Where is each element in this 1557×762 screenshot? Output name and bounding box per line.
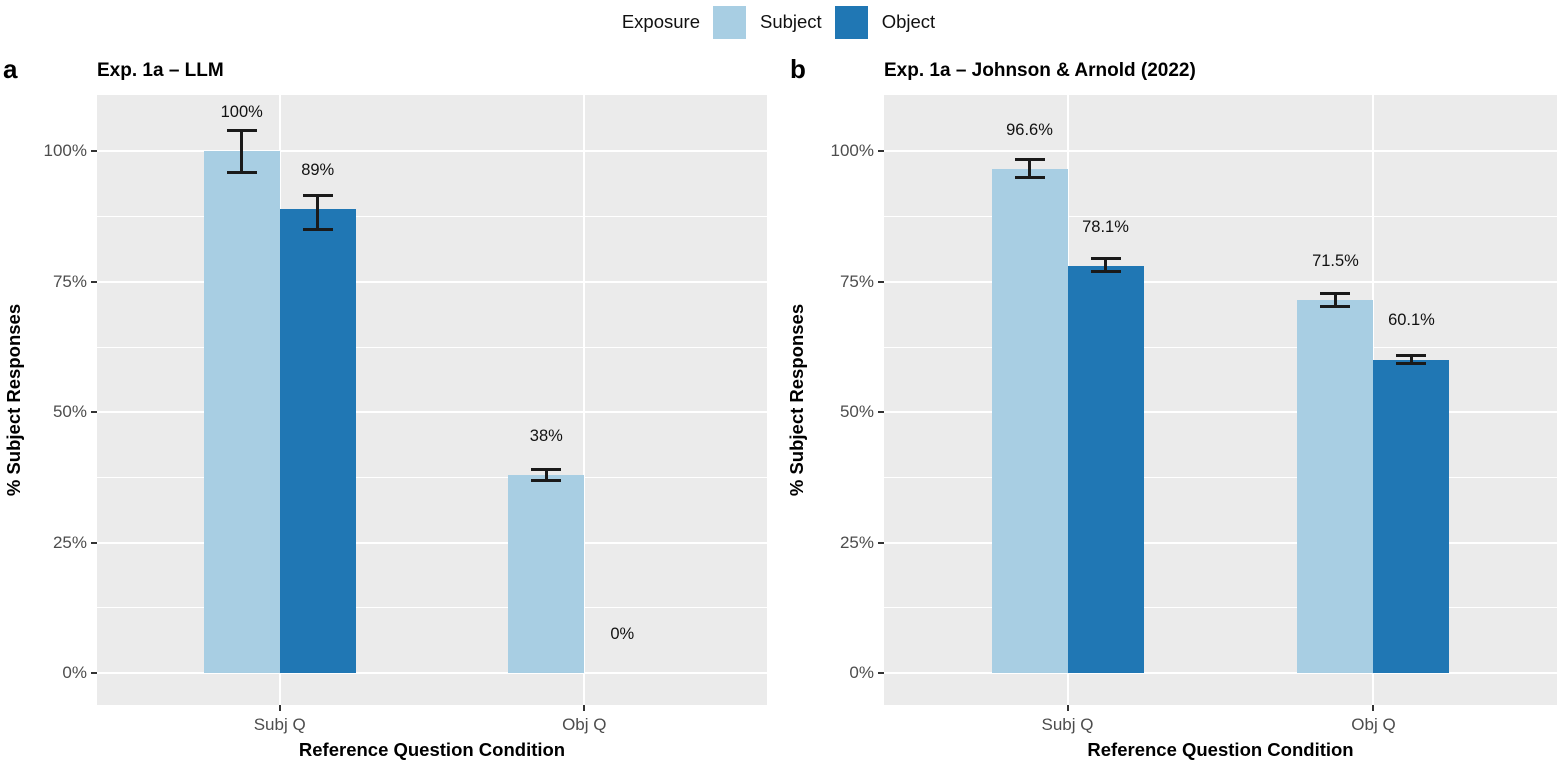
y-tick-mark	[878, 672, 884, 674]
error-bar-cap-bottom	[531, 479, 562, 483]
minor-gridline	[97, 476, 767, 478]
major-gridline	[97, 541, 767, 544]
minor-gridline	[884, 346, 1557, 348]
legend-title: Exposure	[621, 11, 700, 32]
error-bar-line	[316, 195, 320, 230]
bar-object	[1373, 359, 1450, 673]
subject-swatch-icon	[712, 5, 746, 39]
y-tick-mark	[878, 541, 884, 544]
y-tick-mark	[91, 541, 97, 544]
legend-label-object: Object	[881, 11, 936, 32]
value-label: 96.6%	[1006, 121, 1053, 139]
y-tick-label: 0%	[849, 663, 874, 682]
major-gridline	[97, 411, 767, 414]
major-gridline	[884, 541, 1557, 544]
major-gridline	[884, 150, 1557, 153]
minor-gridline	[884, 476, 1557, 478]
error-bar-cap-bottom	[1396, 361, 1427, 365]
bar-object	[279, 208, 356, 673]
major-gridline	[97, 672, 767, 674]
y-axis-title: % Subject Responses	[786, 303, 807, 497]
y-axis-title: % Subject Responses	[3, 303, 24, 497]
minor-gridline	[97, 607, 767, 609]
legend-item-subject: Subject	[712, 5, 822, 39]
y-tick-mark	[91, 411, 97, 414]
value-label: 60.1%	[1388, 311, 1435, 330]
y-tick-label: 50%	[52, 402, 87, 422]
y-tick-label: 75%	[52, 271, 87, 291]
error-bar-line	[1028, 159, 1032, 178]
major-gridline	[97, 280, 767, 283]
y-tick-label: 75%	[839, 271, 874, 291]
y-tick-label: 25%	[839, 532, 874, 552]
error-bar-cap-bottom	[1320, 304, 1351, 308]
x-tick-label: Obj Q	[562, 715, 607, 734]
error-bar-line	[544, 469, 548, 481]
y-tick-mark	[878, 150, 884, 153]
legend-item-object: Object	[834, 5, 936, 39]
panel-tag: a	[3, 54, 18, 84]
object-swatch-icon	[834, 5, 868, 39]
vertical-gridline	[583, 95, 586, 705]
minor-gridline	[97, 346, 767, 348]
major-gridline	[97, 150, 767, 153]
x-tick-label: Subj Q	[1041, 715, 1094, 734]
panel-tag: b	[790, 54, 806, 84]
value-label: 71.5%	[1312, 251, 1359, 270]
panel-title: Exp. 1a – Johnson & Arnold (2022)	[884, 60, 1196, 81]
y-tick-label: 50%	[839, 402, 874, 422]
error-bar-cap-bottom	[226, 170, 257, 174]
plot-area: 96.6% 71.5% 78.1% 60.1%	[884, 95, 1557, 705]
error-bar-line	[1104, 258, 1108, 272]
minor-gridline	[884, 216, 1557, 218]
error-bar-cap-bottom	[1014, 175, 1045, 179]
bar-subject	[203, 151, 280, 673]
y-tick-mark	[91, 672, 97, 674]
error-bar-cap-bottom	[302, 228, 333, 232]
bar-subject	[991, 169, 1068, 673]
value-label: 38%	[529, 426, 563, 445]
x-axis-title: Reference Question Condition	[298, 739, 566, 760]
value-label: 89%	[301, 160, 335, 179]
panel-b: b Exp. 1a – Johnson & Arnold (2022) % Su…	[778, 44, 1557, 762]
error-bar-line	[1333, 293, 1337, 307]
x-tick-mark	[1372, 705, 1375, 711]
major-gridline	[884, 411, 1557, 414]
y-tick-mark	[878, 280, 884, 283]
y-tick-label: 100%	[830, 141, 874, 161]
y-tick-mark	[91, 280, 97, 283]
error-bar-line	[1409, 355, 1413, 364]
value-label: 0%	[610, 624, 635, 643]
plot-area: 100% 38% 89% 0%	[97, 95, 767, 705]
panel-title: Exp. 1a – LLM	[97, 60, 224, 81]
x-tick-mark	[278, 705, 281, 711]
major-gridline	[884, 280, 1557, 283]
error-bar-line	[240, 130, 244, 173]
y-tick-mark	[878, 411, 884, 414]
bar-subject	[1297, 300, 1374, 673]
y-tick-label: 0%	[62, 663, 87, 682]
bar-object	[1067, 265, 1144, 673]
bar-subject	[508, 474, 585, 673]
y-tick-label: 100%	[43, 141, 87, 161]
legend-label-subject: Subject	[759, 11, 822, 32]
value-label: 78.1%	[1082, 217, 1129, 236]
major-gridline	[884, 672, 1557, 674]
x-tick-mark	[1066, 705, 1069, 711]
y-tick-label: 25%	[52, 532, 87, 552]
panel-a: a Exp. 1a – LLM % Subject Responses 100%…	[0, 44, 778, 762]
x-tick-label: Obj Q	[1351, 715, 1396, 734]
x-tick-label: Subj Q	[253, 715, 306, 734]
error-bar-cap-bottom	[1090, 270, 1121, 274]
x-axis-title: Reference Question Condition	[1087, 739, 1354, 760]
legend: Exposure Subject Object	[0, 0, 1557, 44]
minor-gridline	[97, 216, 767, 218]
x-tick-mark	[583, 705, 586, 711]
y-tick-mark	[91, 150, 97, 153]
value-label: 100%	[220, 103, 263, 122]
minor-gridline	[884, 607, 1557, 609]
